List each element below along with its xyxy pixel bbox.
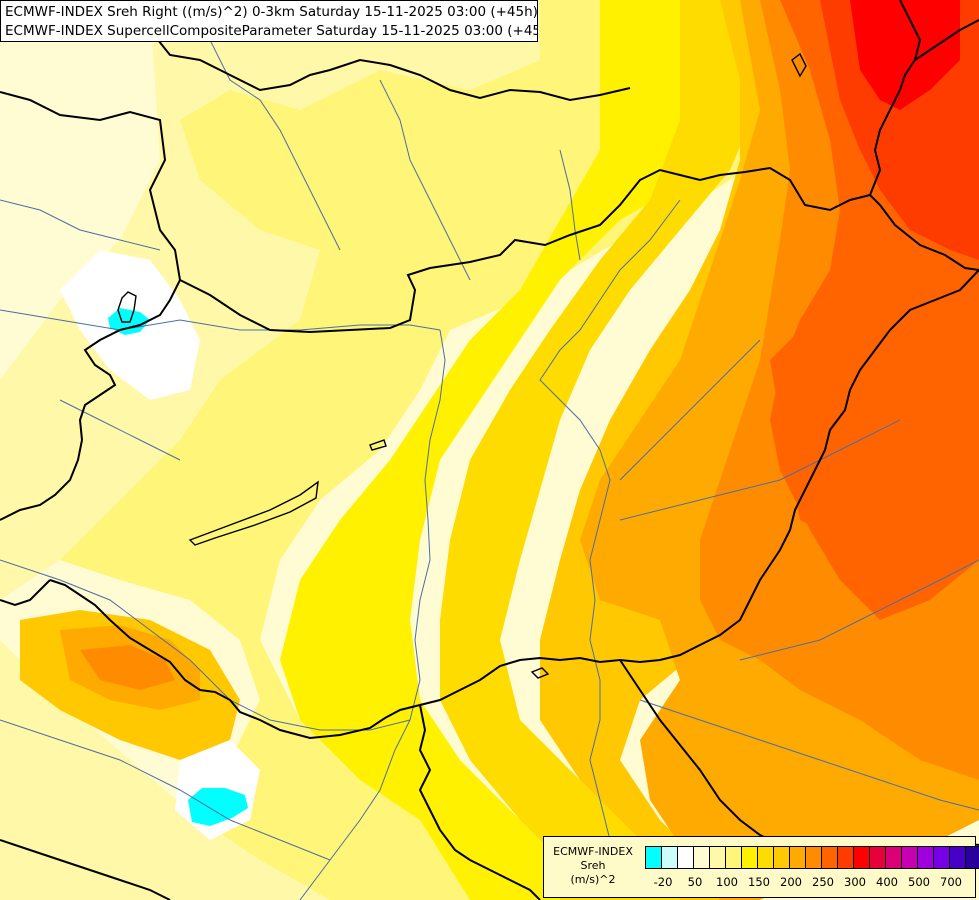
contour-yellow xyxy=(280,0,740,900)
legend-tick-label: 200 xyxy=(780,875,802,889)
legend-swatch xyxy=(854,847,870,868)
legend-swatch xyxy=(902,847,918,868)
lake-small-3 xyxy=(791,52,807,78)
river-danube-central xyxy=(299,329,446,900)
river-north-1 xyxy=(199,0,341,251)
river-drava xyxy=(0,559,411,731)
contour-gold xyxy=(440,0,760,900)
river-east-2 xyxy=(619,419,901,521)
border-south xyxy=(418,704,541,900)
title-line-1: ECMWF-INDEX Sreh Right ((m/s)^2) 0-3km S… xyxy=(5,4,538,20)
river-sava xyxy=(0,719,331,861)
legend-swatch xyxy=(710,847,726,868)
river-west-2 xyxy=(59,399,181,461)
border-southwest xyxy=(0,579,51,607)
contour-sw-blob-dark-orange xyxy=(80,645,175,690)
river-east-3 xyxy=(739,559,979,661)
river-north-2 xyxy=(379,79,471,281)
legend-colorbar xyxy=(645,846,979,869)
legend-unit: (m/s)^2 xyxy=(570,873,616,886)
border-east-upper xyxy=(869,19,979,196)
river-west-1 xyxy=(0,199,161,251)
legend-swatch xyxy=(758,847,774,868)
legend-tick-label: 250 xyxy=(812,875,834,889)
legend-tick-label: 500 xyxy=(908,875,930,889)
legend-swatch xyxy=(790,847,806,868)
legend-swatch xyxy=(886,847,902,868)
legend-swatch xyxy=(726,847,742,868)
contour-cyan-south xyxy=(188,788,248,826)
border-east xyxy=(49,269,979,740)
legend-swatch xyxy=(662,847,678,868)
legend-swatch xyxy=(934,847,950,868)
legend-swatch xyxy=(838,847,854,868)
legend-swatch xyxy=(678,847,694,868)
border-west xyxy=(0,279,181,521)
legend-tick-label: 50 xyxy=(687,875,703,889)
lake-small-1 xyxy=(369,439,387,451)
legend-swatch xyxy=(822,847,838,868)
legend-tick-label: 300 xyxy=(844,875,866,889)
title-line-2: ECMWF-INDEX SupercellCompositeParameter … xyxy=(5,23,538,39)
legend-swatch xyxy=(870,847,886,868)
legend-swatch xyxy=(966,847,979,868)
river-southeast xyxy=(639,699,979,811)
lakes xyxy=(117,52,807,679)
legend-variable: Sreh xyxy=(580,859,606,872)
border-north xyxy=(0,91,979,334)
legend-tick-labels: -20 50 100 150 200 250 300 400 500 700 xyxy=(645,875,975,891)
legend-swatch xyxy=(950,847,966,868)
legend-tick-label: 150 xyxy=(748,875,770,889)
border-upper-right xyxy=(899,0,922,61)
contour-light-yellow-south xyxy=(0,640,330,900)
legend-swatch xyxy=(646,847,662,868)
legend-title: ECMWF-INDEX Sreh (m/s)^2 xyxy=(544,845,642,887)
legend-tick-label: -20 xyxy=(653,875,673,889)
lake-small-2 xyxy=(530,667,550,679)
legend-swatch xyxy=(918,847,934,868)
legend-swatch xyxy=(742,847,758,868)
legend-tick-label: 400 xyxy=(876,875,898,889)
legend-tick-label: 100 xyxy=(716,875,738,889)
river-danube-upper xyxy=(0,309,441,331)
map-title-box: ECMWF-INDEX Sreh Right ((m/s)^2) 0-3km S… xyxy=(0,0,538,42)
border-north-upper xyxy=(139,0,631,102)
legend-source: ECMWF-INDEX xyxy=(553,845,633,858)
border-south-west xyxy=(0,839,171,900)
legend-box: ECMWF-INDEX Sreh (m/s)^2 -20 50 100 150 200 2… xyxy=(543,836,979,898)
river-east-1 xyxy=(619,339,761,481)
legend-tick-label: 700 xyxy=(940,875,962,889)
contour-red xyxy=(850,0,960,110)
river-north-3 xyxy=(559,149,581,261)
lake-balaton xyxy=(188,480,319,546)
contour-light-yellow xyxy=(0,0,540,600)
legend-swatch xyxy=(774,847,790,868)
legend-swatch xyxy=(694,847,710,868)
river-tisza xyxy=(539,199,681,841)
legend-swatch xyxy=(806,847,822,868)
lake-neusiedl xyxy=(117,291,137,323)
